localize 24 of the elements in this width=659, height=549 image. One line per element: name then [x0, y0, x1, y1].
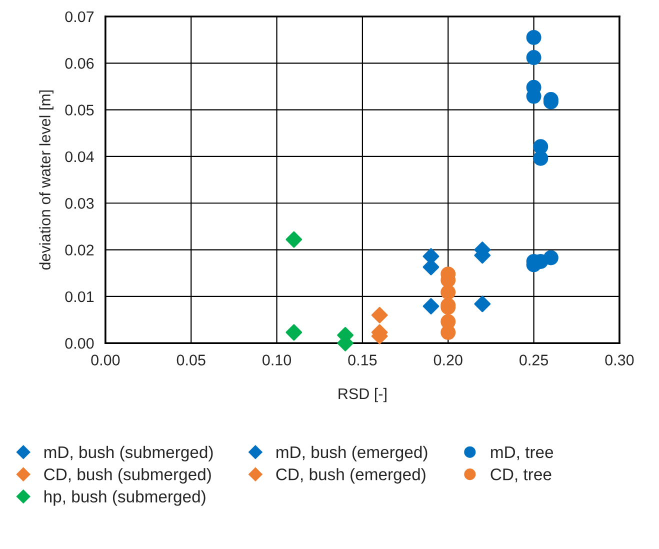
- y-tick-label: 0.02: [65, 244, 94, 256]
- legend-label: hp, bush (submerged): [44, 490, 206, 506]
- legend-label: mD, tree: [491, 446, 554, 460]
- legend-label: CD, bush (submerged): [44, 468, 211, 484]
- y-tick-label: 0.07: [65, 11, 94, 22]
- x-tick-label: 0.30: [605, 354, 634, 366]
- x-tick-label: 0.10: [262, 354, 292, 366]
- y-tick-label: 0.00: [65, 338, 94, 349]
- x-axis-title: RSD [-]: [338, 388, 386, 402]
- legend-label: mD, bush (emerged): [276, 446, 428, 462]
- x-tick-label: 0.05: [176, 354, 206, 366]
- x-tick-label: 0.25: [520, 354, 548, 366]
- x-tick-label: 0.20: [434, 354, 462, 366]
- y-tick-label: 0.05: [65, 104, 94, 116]
- y-tick-label: 0.06: [65, 58, 94, 69]
- legend-label: mD, bush (submerged): [44, 446, 213, 462]
- y-tick-label: 0.01: [65, 291, 94, 302]
- x-tick-label: 0.15: [348, 354, 377, 366]
- y-tick-label: 0.04: [65, 151, 94, 162]
- legend-label: CD, tree: [490, 468, 552, 482]
- legend-label: CD, bush (emerged): [276, 468, 426, 484]
- y-axis-title: deviation of water level [m]: [39, 90, 54, 270]
- x-tick-label: 0.00: [91, 354, 120, 366]
- y-tick-label: 0.03: [65, 198, 94, 209]
